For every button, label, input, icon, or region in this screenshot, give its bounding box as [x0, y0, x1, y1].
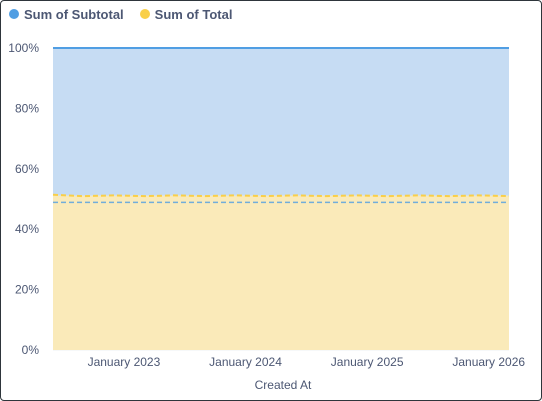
legend-dot-subtotal — [9, 9, 19, 19]
legend-item-total[interactable]: Sum of Total — [139, 6, 233, 22]
x-tick-label: January 2024 — [209, 355, 282, 369]
legend-dot-total — [139, 9, 150, 19]
y-tick-label: 60% — [15, 162, 39, 176]
line-sum-of-total — [52, 193, 510, 198]
y-axis-ticks: 0% 20% 40% 60% 80% 100% — [8, 41, 39, 357]
area-sum-of-subtotal — [53, 48, 509, 196]
areas — [53, 48, 509, 350]
x-tick-label: January 2025 — [331, 355, 404, 369]
series-lines — [52, 47, 510, 204]
area-sum-of-total — [53, 195, 509, 350]
y-tick-label: 100% — [8, 41, 39, 55]
y-tick-label: 40% — [15, 222, 39, 236]
y-tick-label: 80% — [15, 101, 39, 115]
x-axis-ticks: January 2023 January 2024 January 2025 Janu… — [88, 355, 526, 369]
x-tick-label: January 2026 — [452, 355, 525, 369]
chart-legend: Sum of Subtotal Sum of Total — [9, 5, 248, 23]
x-axis-title: Created At — [255, 378, 312, 392]
y-tick-label: 0% — [22, 343, 40, 357]
x-tick-label: January 2023 — [88, 355, 161, 369]
legend-label-total: Sum of Total — [154, 6, 233, 22]
y-tick-label: 20% — [15, 283, 39, 297]
legend-label-subtotal: Sum of Subtotal — [24, 6, 124, 22]
legend-item-subtotal[interactable]: Sum of Subtotal — [9, 7, 124, 22]
